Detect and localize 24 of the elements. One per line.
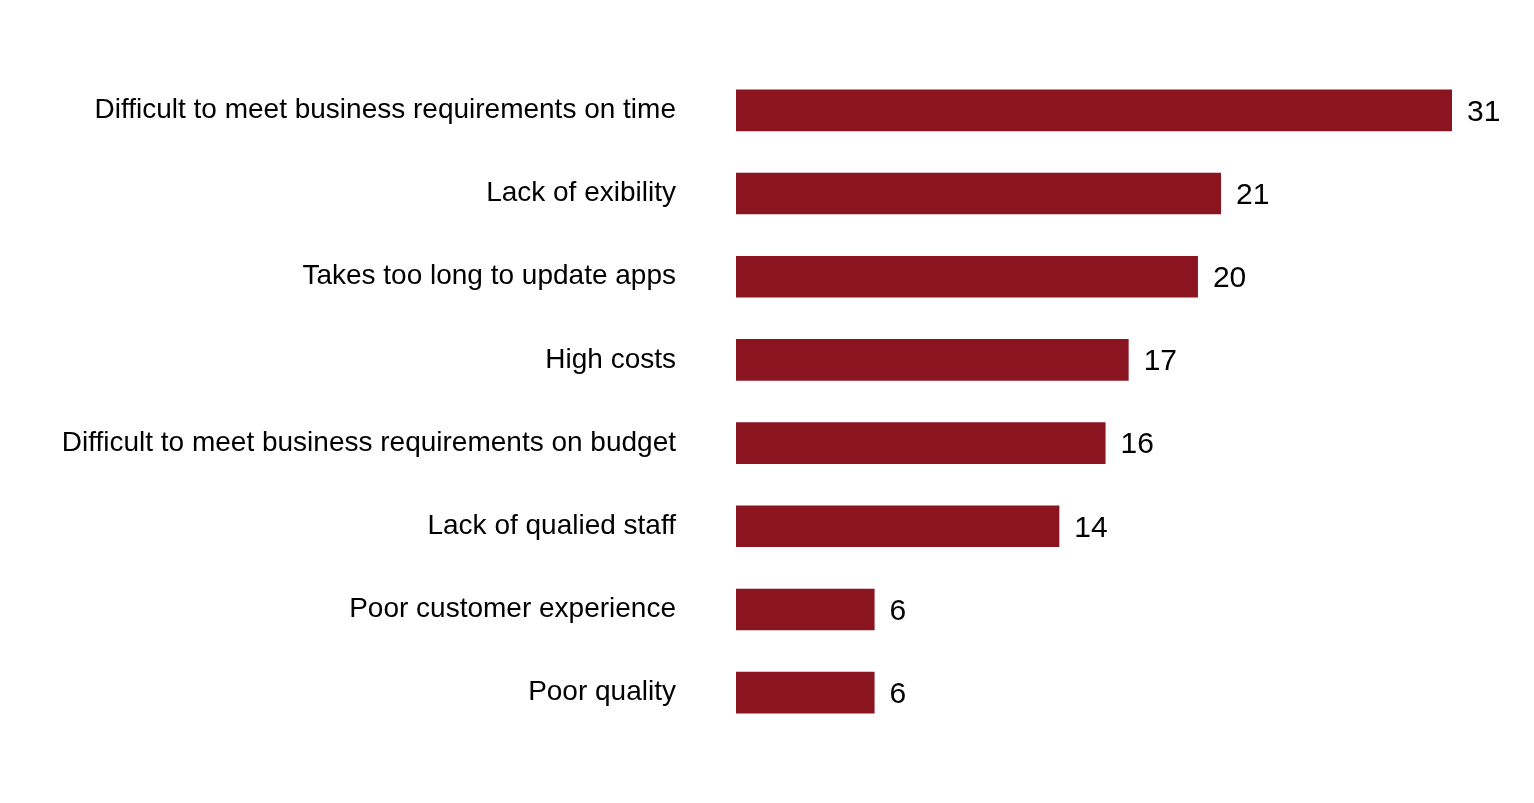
data-label: 6 xyxy=(889,592,907,626)
y-tick-label: Lack of qualied staff xyxy=(427,508,677,540)
bar xyxy=(736,89,1452,132)
data-label: 17 xyxy=(1143,343,1178,377)
data-label: 16 xyxy=(1120,426,1154,460)
y-tick-label: Takes too long to update apps xyxy=(302,259,676,291)
bar xyxy=(736,422,1106,464)
data-label: 20 xyxy=(1212,260,1247,293)
bar xyxy=(736,671,875,714)
data-label: 21 xyxy=(1236,176,1270,210)
bar xyxy=(736,255,1198,298)
bar xyxy=(736,588,875,631)
y-tick-label: Lack of exibility xyxy=(486,176,676,208)
bar xyxy=(736,172,1222,215)
bar xyxy=(736,339,1129,381)
y-tick-label: Poor customer experience xyxy=(349,592,676,624)
data-label: 31 xyxy=(1467,93,1501,127)
y-tick-label: Poor quality xyxy=(528,675,676,707)
data-label: 6 xyxy=(889,675,907,709)
bar xyxy=(736,505,1060,548)
y-tick-label: Difficult to meet business requirements on budget xyxy=(61,425,677,457)
y-tick-label: Difficult to meet business requirements on time xyxy=(94,93,676,125)
data-label: 14 xyxy=(1074,509,1108,543)
y-tick-label: High costs xyxy=(545,342,676,374)
